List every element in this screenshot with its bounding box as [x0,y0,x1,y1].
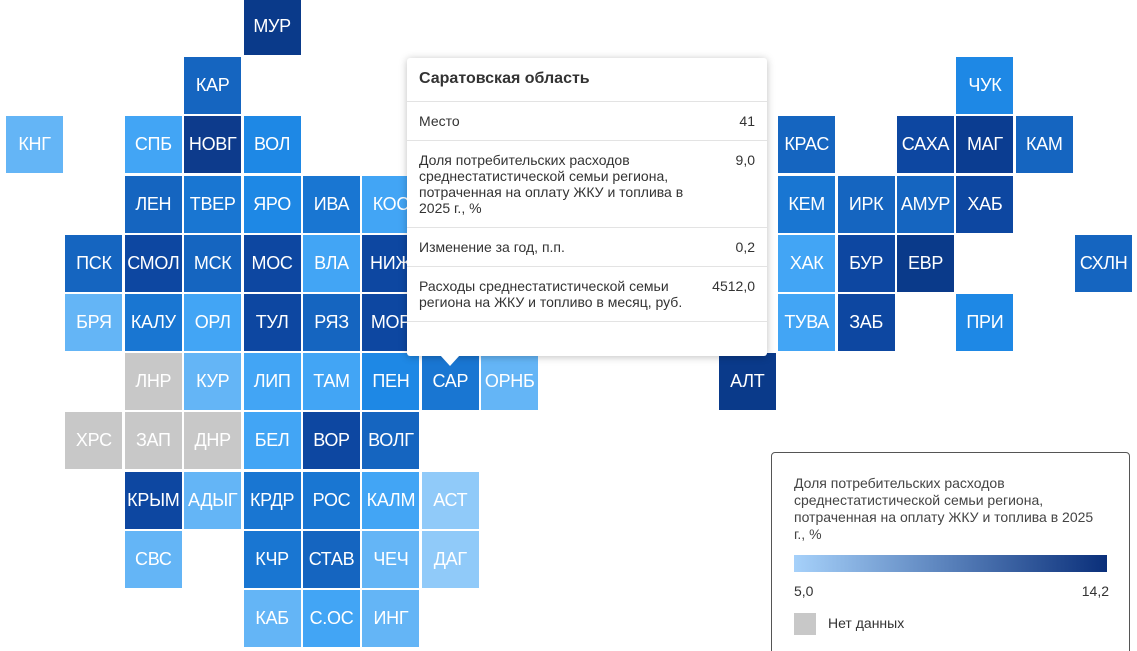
legend: Доля потребительских расходов среднестат… [771,452,1130,651]
region-tile: СМОЛ [124,234,182,292]
region-tile: ЧЕЧ [362,530,420,588]
row-value: 4512,0 [712,278,755,294]
tooltip-row: Место 41 [407,102,767,141]
region-tile: МАГ [956,116,1014,174]
tooltip-row: Расходы среднестатистической семьи регио… [407,267,767,322]
region-tile: КРАС [778,116,836,174]
row-value: 0,2 [735,239,755,255]
region-tile: КАБ [243,590,301,647]
region-tile: ОРНБ [481,353,539,411]
region-tile: БУР [837,234,895,292]
tooltip: Саратовская область Место 41 Доля потребит… [407,58,767,356]
region-tile: КАЛМ [362,471,420,529]
region-tile: ДНР [184,412,242,470]
region-tile: ИРК [837,175,895,233]
region-tile: РОС [303,471,360,529]
region-tile: ПРИ [956,294,1014,351]
region-tile: ТУВА [778,294,836,351]
region-tile: ХРС [65,412,123,470]
region-tile: КЕМ [778,175,836,233]
region-tile: ТУЛ [243,294,301,351]
row-value: 9,0 [735,152,755,168]
region-tile: КЧР [243,530,301,588]
region-tile: СВС [124,530,182,588]
row-label: Доля потребительских расходов среднестат… [419,152,684,216]
row-label: Место [419,113,460,129]
region-tile: ИВА [303,175,360,233]
region-tile: АСТ [421,471,479,529]
region-tile: САХА [897,116,954,174]
region-tile: МУР [243,0,301,55]
region-tile: ОРЛ [184,294,242,351]
region-tile: КРДР [243,471,301,529]
region-tile: ЛИП [243,353,301,411]
legend-title: Доля потребительских расходов среднестат… [794,475,1094,542]
tooltip-row: Доля потребительских расходов среднестат… [407,141,767,228]
region-tile: КРЫМ [124,471,182,529]
region-tile: ХАБ [956,175,1014,233]
region-tile: ЛЕН [124,175,182,233]
region-tile: С.ОС [303,590,360,647]
legend-gradient [794,555,1107,572]
region-tile: ВЛА [303,234,360,292]
region-tile: АДЫГ [184,471,242,529]
row-value: 41 [739,113,755,129]
region-tile: КУР [184,353,242,411]
region-tile: ЧУК [956,57,1014,115]
region-tile: ПСК [65,234,123,292]
region-tile: ПЕН [362,353,420,411]
legend-min: 5,0 [794,583,814,599]
region-tile: КАМ [1015,116,1073,174]
region-tile: ХАК [778,234,836,292]
region-tile: ВОЛ [243,116,301,174]
region-tile: АМУР [897,175,954,233]
region-tile: НОВГ [184,116,242,174]
region-tile: КАР [184,57,242,115]
region-tile: БЕЛ [243,412,301,470]
no-data-label: Нет данных [828,615,905,631]
no-data-swatch [794,613,816,635]
region-tile: ЗАП [124,412,182,470]
region-tile: ТАМ [303,353,360,411]
region-tile: ТВЕР [184,175,242,233]
legend-max: 14,2 [1081,583,1109,599]
region-tile: МСК [184,234,242,292]
region-tile: ВОР [303,412,360,470]
region-tile: АЛТ [718,353,776,411]
region-tile: СХЛН [1075,234,1133,292]
tooltip-title: Саратовская область [407,58,767,102]
region-tile: ДАГ [421,530,479,588]
region-tile: ЗАБ [837,294,895,351]
row-label: Изменение за год, п.п. [419,239,565,255]
tooltip-arrow [440,355,460,366]
tooltip-row: Изменение за год, п.п. 0,2 [407,228,767,267]
region-tile: СПБ [124,116,182,174]
region-tile: БРЯ [65,294,123,351]
region-tile: МОС [243,234,301,292]
region-tile: ВОЛГ [362,412,420,470]
region-tile: РЯЗ [303,294,360,351]
region-tile: ЕВР [897,234,954,292]
region-tile: ИНГ [362,590,420,647]
region-tile: КНГ [6,116,63,174]
row-label: Расходы среднестатистической семьи регио… [419,278,683,310]
region-tile: СТАВ [303,530,360,588]
region-tile: КАЛУ [124,294,182,351]
region-tile: ЛНР [124,353,182,411]
region-tile: ЯРО [243,175,301,233]
